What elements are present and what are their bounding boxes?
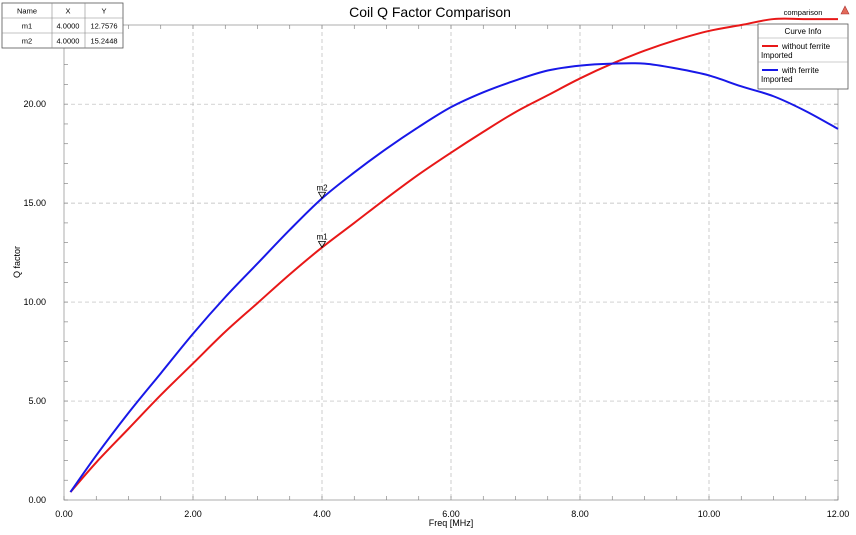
series-lines [69, 17, 839, 493]
series-line-0 [69, 17, 838, 493]
y-tick-label: 15.00 [23, 198, 46, 208]
y-tick-label: 5.00 [28, 396, 46, 406]
y-axis-label: Q factor [12, 246, 22, 278]
report-name: comparison [784, 8, 823, 17]
table-header: X [65, 7, 70, 16]
marker-label: m2 [316, 183, 328, 192]
table-header: Name [17, 7, 37, 16]
table-cell: m1 [22, 22, 32, 31]
legend-title: Curve Info [785, 27, 822, 36]
marker-table: Name X Ym1 4.0000 12.7576 m2 4.0000 15.2448 [1, 2, 124, 49]
y-tick-label: 10.00 [23, 297, 46, 307]
x-tick-label: 4.00 [313, 509, 331, 519]
legend-series-source: Imported [761, 51, 793, 60]
table-cell: m2 [22, 37, 32, 46]
grid-lines [64, 25, 838, 500]
table-cell: 4.0000 [57, 22, 80, 31]
marker-label: m1 [316, 233, 328, 242]
marker-m2 [317, 191, 327, 200]
table-cell: 12.7576 [90, 22, 117, 31]
table-header: Y [101, 7, 106, 16]
y-tick-label: 20.00 [23, 99, 46, 109]
y-axis-ticks: 0.00 5.00 10.00 15.00 20.00 [23, 99, 46, 505]
x-tick-label: 0.00 [55, 509, 73, 519]
legend-series-name: without ferrite [781, 42, 831, 51]
x-tick-label: 6.00 [442, 509, 460, 519]
marker-points: m1 m2 [316, 183, 328, 249]
table-cell: 15.2448 [90, 37, 117, 46]
legend-series-name: with ferrite [781, 66, 819, 75]
x-tick-label: 2.00 [184, 509, 202, 519]
x-tick-label: 8.00 [571, 509, 589, 519]
table-cell: 4.0000 [57, 37, 80, 46]
marker-m1 [317, 241, 327, 249]
x-axis-ticks: 0.00 2.00 4.00 6.00 8.00 10.00 12.00 [55, 509, 849, 519]
series-line-1 [69, 62, 839, 493]
y-tick-label: 0.00 [28, 495, 46, 505]
x-tick-label: 10.00 [698, 509, 721, 519]
x-tick-label: 12.00 [827, 509, 850, 519]
x-axis-label: Freq [MHz] [429, 518, 474, 528]
chart-title: Coil Q Factor Comparison [349, 4, 511, 20]
legend-series-source: Imported [761, 75, 793, 84]
warning-triangle-icon[interactable] [840, 5, 850, 15]
